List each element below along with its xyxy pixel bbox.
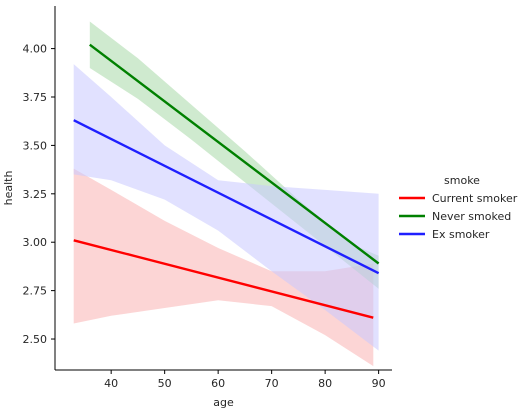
y-axis-label: health xyxy=(2,171,15,206)
band-ex-smoker xyxy=(73,64,379,351)
legend-label-ex-smoker: Ex smoker xyxy=(432,228,490,241)
legend-label-current-smoker: Current smoker xyxy=(432,192,518,205)
band-current-smoker xyxy=(73,168,374,367)
line-ex-smoker xyxy=(73,119,380,275)
x-tick-label: 80 xyxy=(318,377,332,390)
y-tick-label: 4.00 xyxy=(23,43,48,56)
line-current-smoker xyxy=(73,239,374,319)
axes: 40 50 60 70 80 90 2.50 2.75 3.00 3.25 3.50 3.75 4.00 xyxy=(23,6,392,390)
line-never-smoked xyxy=(89,43,380,265)
x-axis-label: age xyxy=(213,396,234,409)
confidence-bands xyxy=(73,21,379,367)
regression-lines xyxy=(73,43,380,319)
legend: smoke Current smoker Never smoked Ex smoke… xyxy=(399,174,518,241)
y-tick-label: 3.75 xyxy=(23,91,48,104)
x-tick-label: 60 xyxy=(211,377,225,390)
x-tick-label: 70 xyxy=(265,377,279,390)
y-tick-label: 2.75 xyxy=(23,285,48,298)
x-tick-label: 40 xyxy=(104,377,118,390)
legend-label-never-smoked: Never smoked xyxy=(432,210,511,223)
x-tick-label: 90 xyxy=(372,377,386,390)
y-tick-label: 3.50 xyxy=(23,139,48,152)
legend-title: smoke xyxy=(444,174,480,187)
x-tick-label: 50 xyxy=(158,377,172,390)
y-tick-label: 2.50 xyxy=(23,333,48,346)
y-tick-label: 3.25 xyxy=(23,188,48,201)
y-tick-label: 3.00 xyxy=(23,236,48,249)
